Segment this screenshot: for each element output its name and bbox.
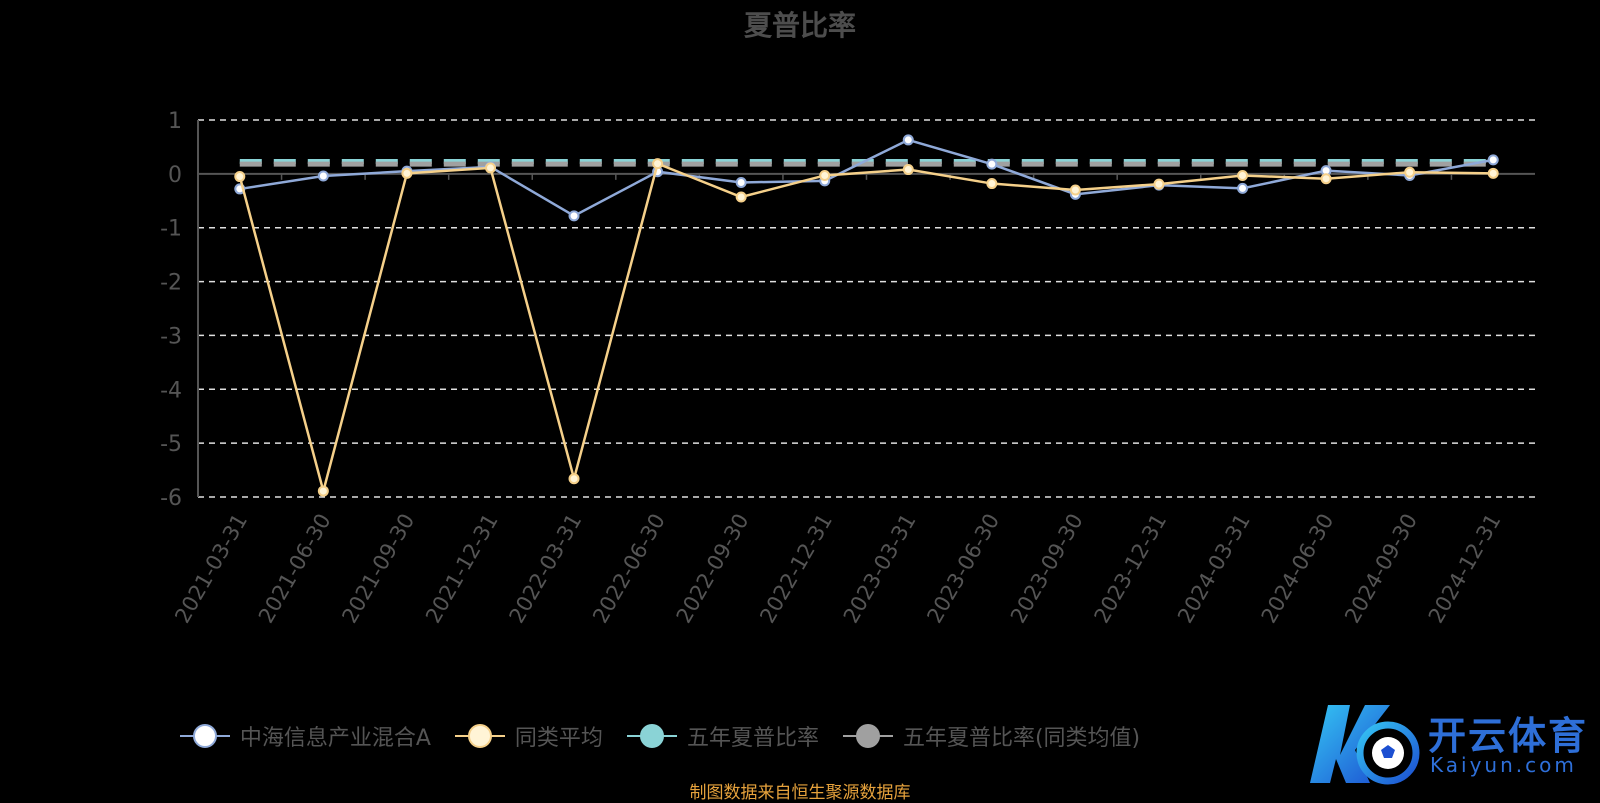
data-point [568,473,580,485]
legend-label: 同类平均 [514,726,603,751]
data-point [317,170,329,182]
chart-title: 夏普比率 [743,9,856,42]
x-tick-label: 2024-03-31 [1173,510,1255,628]
data-point [568,210,580,222]
data-point [1320,173,1332,185]
legend-item[interactable]: 五年夏普比率(同类均值) [842,720,1141,752]
y-tick-label: 0 [168,163,182,188]
x-tick-label: 2021-03-31 [170,510,252,628]
logo-text-cn: 开云体育 [1428,714,1589,758]
source-note: 制图数据来自恒生聚源数据库 [689,783,911,803]
x-tick-label: 2021-09-30 [337,510,419,628]
legend-marker-icon [179,723,230,749]
x-tick-label: 2021-06-30 [254,510,336,628]
y-tick-label: -3 [160,324,182,349]
x-tick-label: 2024-12-31 [1424,510,1506,628]
x-tick-label: 2023-03-31 [839,510,921,628]
x-tick-label: 2024-09-30 [1340,510,1422,628]
series-line [238,161,1494,496]
data-point [735,191,747,203]
x-tick-label: 2023-09-30 [1006,510,1088,628]
data-point [484,162,496,174]
legend-label: 中海信息产业混合A [239,726,431,751]
x-tick-label: 2021-12-31 [421,510,503,628]
x-tick-label: 2022-09-30 [672,510,754,628]
data-point [902,134,914,146]
x-tick-label: 2022-06-30 [588,510,670,628]
data-point [986,158,998,170]
data-point [1237,182,1249,194]
legend-item[interactable]: 五年夏普比率 [626,720,819,752]
data-point [986,178,998,190]
data-point [1153,178,1165,190]
legend-marker-icon [454,723,505,749]
x-tick-label: 2023-06-30 [922,510,1004,628]
data-point [234,171,246,183]
y-tick-label: 1 [168,109,182,134]
data-point [1237,169,1249,181]
x-tick-label: 2022-12-31 [755,510,837,628]
series-line [239,138,1494,218]
data-point [1487,167,1499,179]
legend-label: 五年夏普比率 [686,726,819,751]
kaiyun-logo: 开云体育 Kaiyun.com [1310,695,1590,790]
y-tick-label: -5 [160,432,182,457]
legend-label: 五年夏普比率(同类均值) [902,726,1141,751]
data-point [401,167,413,179]
data-point [819,169,831,181]
data-point [1404,166,1416,178]
legend-marker-icon [626,723,677,749]
legend-marker-icon [842,723,893,749]
legend-item[interactable]: 同类平均 [454,720,603,752]
x-tick-label: 2024-06-30 [1257,510,1339,628]
y-tick-label: -1 [160,217,182,242]
x-tick-label: 2023-12-31 [1089,510,1171,628]
legend: 中海信息产业混合A 同类平均 五年夏普比率 五年夏普比率(同类均值) [0,718,1320,754]
y-tick-label: -2 [160,271,182,296]
logo-text-en: Kaiyun.com [1430,753,1577,777]
football-logo-icon [1310,705,1420,785]
data-point [317,485,329,497]
data-point [735,176,747,188]
y-tick-label: -4 [160,378,182,403]
data-point [902,164,914,176]
x-tick-label: 2022-03-31 [505,510,587,628]
data-point [1069,184,1081,196]
y-tick-label: -6 [160,486,182,511]
data-point [1487,154,1499,166]
legend-item[interactable]: 中海信息产业混合A [179,720,431,752]
data-point [652,158,664,170]
